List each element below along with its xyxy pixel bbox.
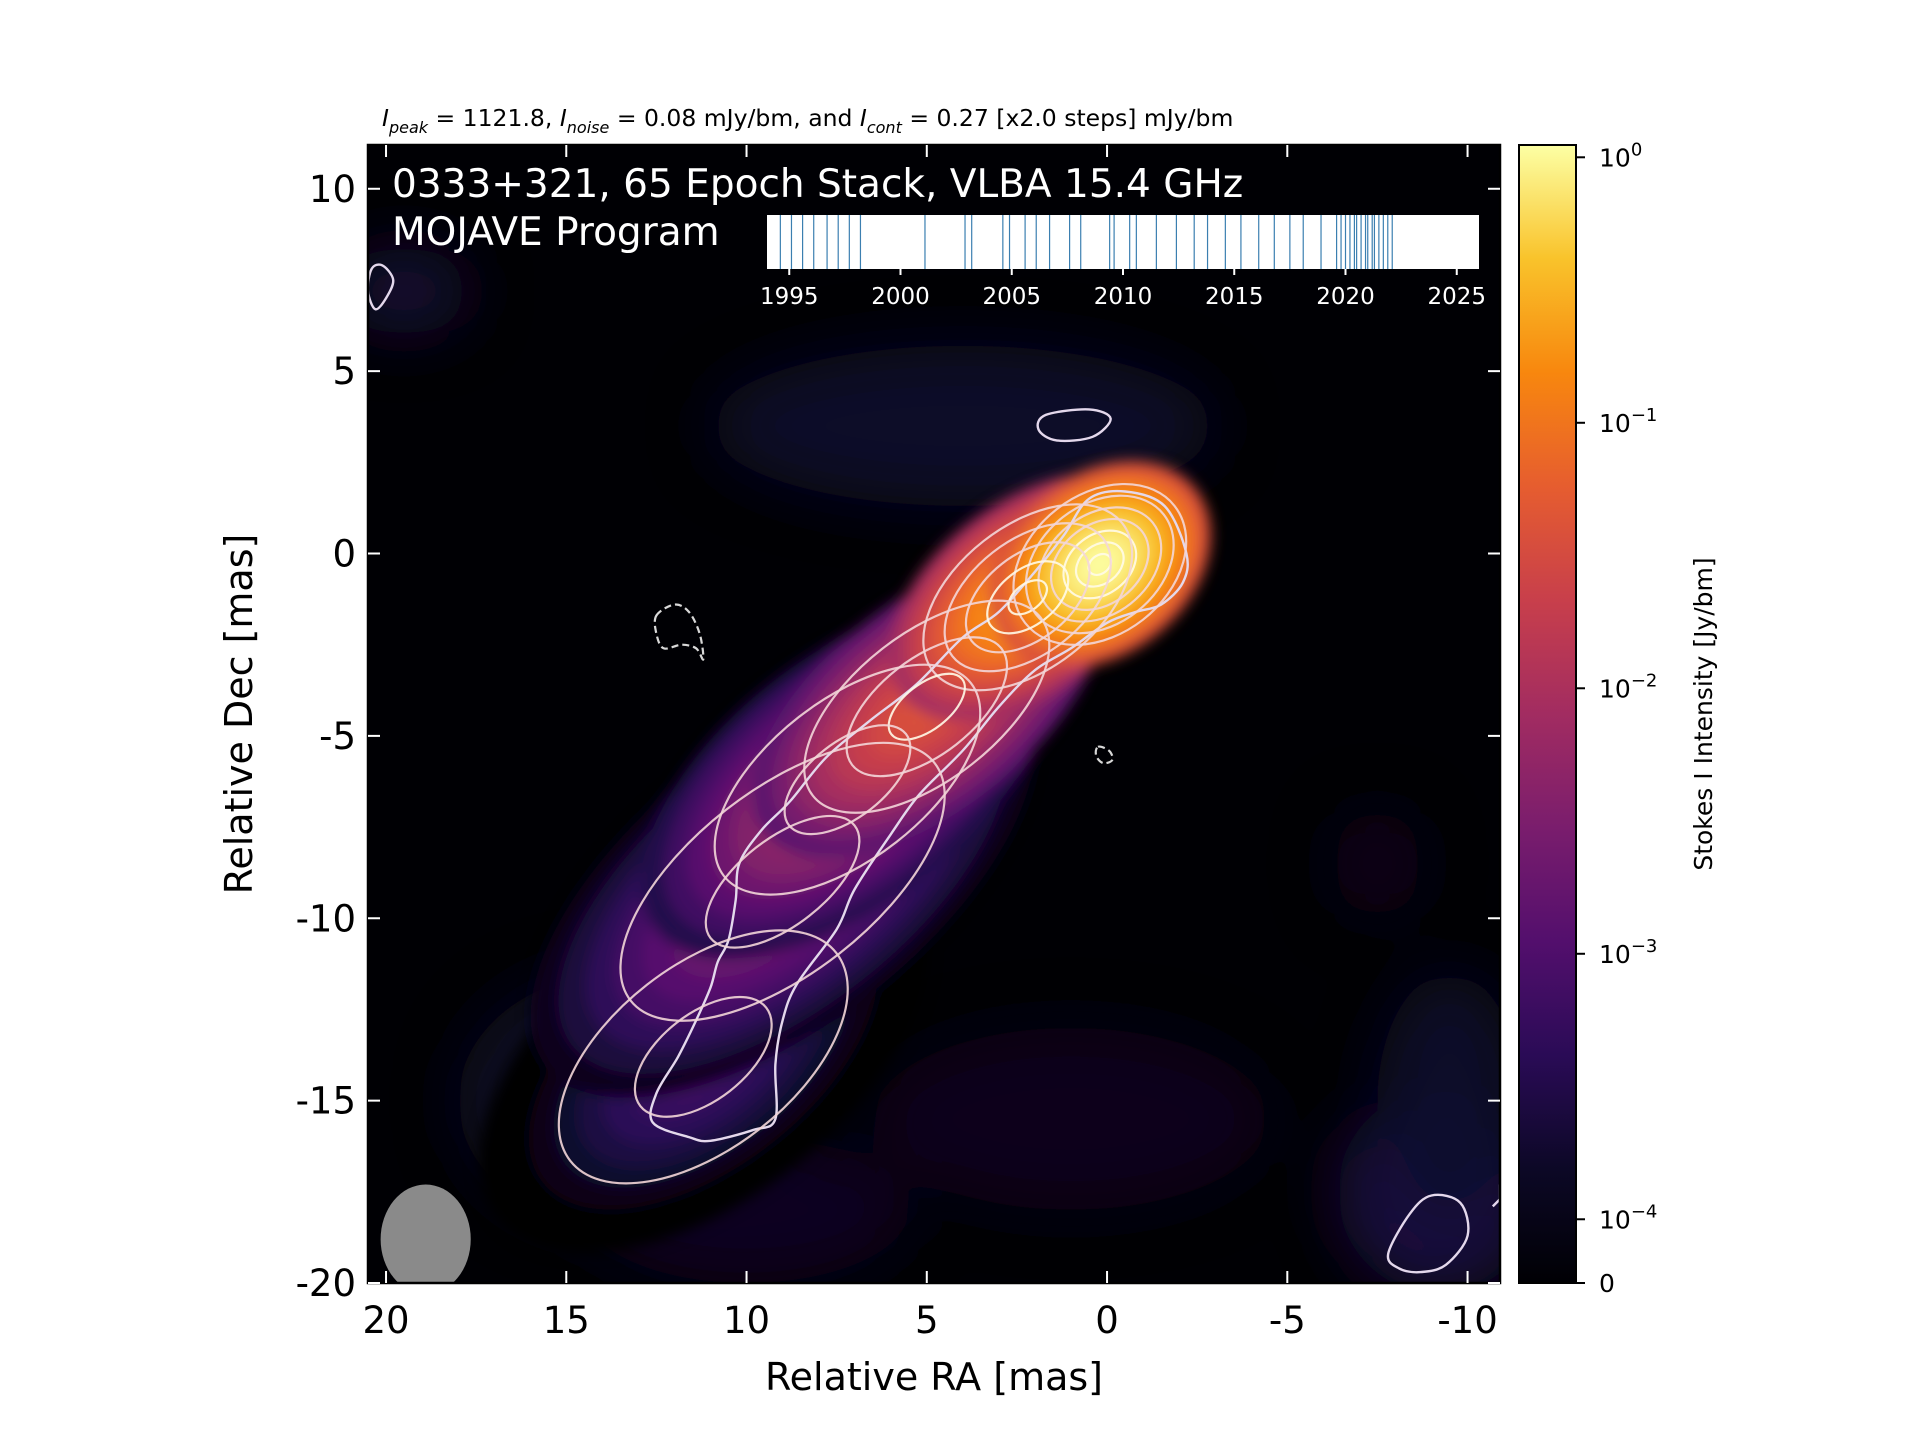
program-title: MOJAVE Program [392,210,720,255]
haze-blob [368,247,469,335]
timeline-tick-label: 2005 [982,284,1041,310]
cont-value: 0.27 [x2.0 steps] mJy/bm [936,104,1233,132]
x-tick-label: 10 [723,1299,770,1342]
contour-level [783,724,912,836]
contour-level [557,929,849,1185]
contour-level [1037,506,1163,623]
contour-level [633,995,773,1118]
contour-level [803,599,1051,814]
contour-level [1049,517,1150,611]
jet-emission [478,461,1211,1254]
contour-level [704,814,861,949]
colorbar-label: Stokes I Intensity [Jy/bm] [1689,557,1718,870]
timeline-background [767,215,1479,269]
colorbar-tick-label: 10−4 [1599,1201,1657,1234]
contour-level [986,560,1070,635]
contour-level [1024,494,1175,635]
contour-level [1012,482,1188,646]
plot-frame [366,143,1502,1285]
contour-negative [1094,745,1114,765]
contour-island [1491,1184,1500,1208]
epoch-lines [779,215,1393,269]
colorbar-tick-label: 100 [1599,139,1642,172]
contour-level [964,541,1091,654]
noise-symbol: I [560,104,567,132]
contour-group [1012,482,1188,646]
y-tick-label: 5 [332,350,356,393]
timeline-tick-label: 2015 [1205,284,1264,310]
x-tick-label: 20 [362,1299,409,1342]
noise-subscript: noise [567,118,610,137]
peak-symbol: I [382,104,389,132]
timeline-tick-label: 2000 [871,284,930,310]
y-tick-label: -10 [296,897,356,940]
contour-island [1036,408,1112,443]
y-tick-label: 0 [332,533,356,576]
timeline-tick-label: 2010 [1094,284,1153,310]
colorbar-ticks: 100 10−1 10−2 10−3 10−4 0 [1576,139,1657,1298]
y-tick-label: -15 [296,1080,356,1123]
contour-group [619,741,946,1022]
cont-symbol: I [860,104,867,132]
x-tick-label: 15 [543,1299,590,1342]
contour-level [943,522,1112,673]
y-axis-ticks: 10 5 0 -5 -10 -15 -20 [296,168,1500,1305]
image-panel [368,247,1500,1283]
contour-level [1074,541,1125,588]
contour-group [922,503,1134,692]
noise-value: 0.08 mJy/bm [644,104,793,132]
contour-level [922,503,1134,692]
cont-subscript: cont [867,118,903,137]
x-tick-label: -10 [1437,1299,1497,1342]
y-tick-label: -5 [319,715,356,758]
haze-blob [1377,973,1500,1229]
contour-outer [649,489,1189,1143]
and-text: and [808,104,852,132]
contour-level [1007,579,1049,616]
colorbar-tick-label: 10−1 [1599,405,1657,438]
beam-ellipse [380,1184,471,1283]
haze-blob [1334,808,1421,919]
contour-island [1386,1193,1470,1274]
intensity-summary: Ipeak = 1121.8, Inoise = 0.08 mJy/bm, an… [382,104,1233,137]
y-axis-label: Relative Dec [mas] [217,534,261,895]
colorbar-tick-label: 10−2 [1599,670,1657,703]
peak-value: 1121.8 [463,104,545,132]
x-tick-label: 5 [915,1299,939,1342]
timeline-ticks: 1995 2000 2005 2010 2015 2020 2025 [760,269,1486,310]
haze-blob [710,345,1216,507]
contour-level [887,672,966,741]
timeline-tick-label: 2025 [1427,284,1486,310]
chart-title: 0333+321, 65 Epoch Stack, VLBA 15.4 GHz [392,162,1243,207]
colorbar-frame [1518,144,1577,1284]
contour-lines [368,263,1500,1274]
timeline-tick-label: 1995 [760,284,819,310]
y-tick-label: 10 [309,168,356,211]
x-axis-label: Relative RA [mas] [765,1355,1103,1399]
colorbar [1519,145,1576,1283]
contour-level [619,741,946,1022]
contour-level [713,663,982,896]
peak-subscript: peak [388,118,429,137]
x-axis-ticks: 20 15 10 5 0 -5 -10 [362,145,1498,1342]
colorbar-tick-label: 10−3 [1599,936,1657,969]
x-tick-label: 0 [1095,1299,1119,1342]
contour-group [557,929,849,1185]
contour-negative [653,603,705,661]
haze-blob [872,1027,1270,1211]
y-tick-label: -20 [296,1262,356,1305]
timeline-tick-label: 2020 [1316,284,1375,310]
epoch-timeline: 1995 2000 2005 2010 2015 2020 2025 [760,215,1486,310]
contour-island [368,263,395,311]
contour-group [713,663,982,896]
x-tick-label: -5 [1269,1299,1306,1342]
colorbar-tick-label: 0 [1599,1269,1615,1298]
